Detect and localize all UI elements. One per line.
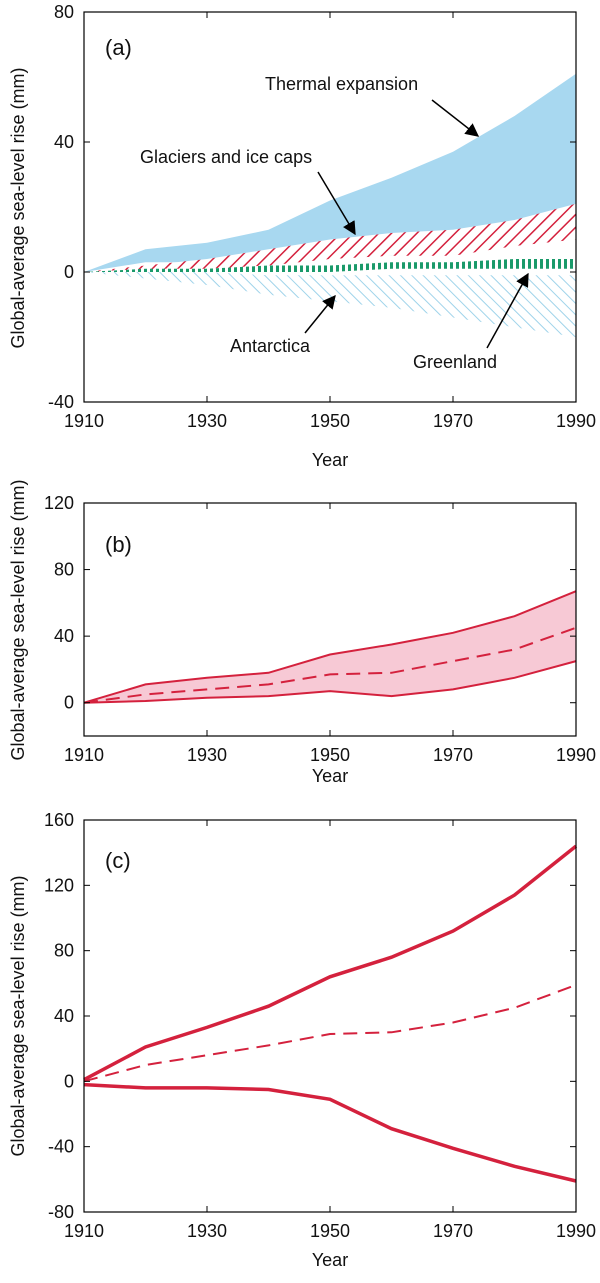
xtick-label: 1910 — [64, 745, 104, 765]
central-dashed-line — [83, 984, 577, 1083]
panel-b: (b) 1910 1930 1950 1970 1990 0 40 80 120 Global-… — [8, 479, 596, 786]
lower-line — [83, 1082, 577, 1183]
ytick-label: 120 — [44, 875, 74, 895]
ytick-label: 80 — [54, 941, 74, 961]
lower-line — [83, 660, 577, 704]
xtick-label: 1930 — [187, 1221, 227, 1241]
upper-line — [83, 590, 577, 704]
antarctica-label: Antarctica — [230, 336, 311, 356]
xtick-label: 1910 — [64, 411, 104, 431]
ytick-label: -40 — [48, 1137, 74, 1157]
greenland-area — [84, 259, 576, 272]
panel-a-ylabel: Global-average sea-level rise (mm) — [8, 67, 28, 348]
ytick-label: 80 — [54, 560, 74, 580]
ytick-label: -80 — [48, 1202, 74, 1222]
uncertainty-band — [84, 591, 576, 703]
thermal-expansion-area — [84, 73, 576, 272]
xtick-label: 1910 — [64, 1221, 104, 1241]
xtick-label: 1950 — [310, 745, 350, 765]
xtick-label: 1990 — [556, 411, 596, 431]
ytick-label: 0 — [64, 262, 74, 282]
greenland-arrow — [486, 272, 529, 349]
glaciers-arrow — [317, 171, 356, 236]
panel-b-xlabel: Year — [312, 766, 348, 786]
xtick-label: 1970 — [433, 1221, 473, 1241]
panel-b-ylabel: Global-average sea-level rise (mm) — [8, 479, 28, 760]
ytick-label: -40 — [48, 392, 74, 412]
thermal-expansion-arrow — [431, 99, 480, 137]
panel-c: (c) 1910 1930 1950 1970 1990 -80 -40 0 40 80 120 16… — [8, 810, 596, 1270]
ytick-label: 0 — [64, 693, 74, 713]
ytick-label: 160 — [44, 810, 74, 830]
panel-a: (a) Thermal expansion Glaciers and ice c… — [8, 2, 596, 470]
greenland-label: Greenland — [413, 352, 497, 372]
ytick-label: 0 — [64, 1071, 74, 1091]
xtick-label: 1970 — [433, 411, 473, 431]
xtick-label: 1930 — [187, 411, 227, 431]
thermal-expansion-label: Thermal expansion — [265, 74, 418, 94]
panel-b-label: (b) — [105, 532, 132, 557]
panel-c-ylabel: Global-average sea-level rise (mm) — [8, 875, 28, 1156]
panel-c-xlabel: Year — [312, 1250, 348, 1270]
xtick-label: 1950 — [310, 1221, 350, 1241]
ytick-label: 120 — [44, 493, 74, 513]
glaciers-ice-caps-area — [84, 203, 576, 272]
panel-c-frame — [83, 819, 577, 1213]
xtick-label: 1990 — [556, 1221, 596, 1241]
central-dashed-line — [83, 626, 577, 704]
ytick-label: 40 — [54, 626, 74, 646]
panel-a-xlabel: Year — [312, 450, 348, 470]
ytick-label: 80 — [54, 2, 74, 22]
ytick-label: 40 — [54, 132, 74, 152]
xtick-label: 1950 — [310, 411, 350, 431]
glaciers-label: Glaciers and ice caps — [140, 147, 312, 167]
xtick-label: 1930 — [187, 745, 227, 765]
upper-line — [83, 844, 578, 1082]
panel-a-label: (a) — [105, 35, 132, 60]
xtick-label: 1990 — [556, 745, 596, 765]
antarctica-area — [84, 272, 576, 337]
ytick-label: 40 — [54, 1006, 74, 1026]
antarctica-arrow — [304, 294, 336, 334]
panel-c-label: (c) — [105, 848, 131, 873]
xtick-label: 1970 — [433, 745, 473, 765]
